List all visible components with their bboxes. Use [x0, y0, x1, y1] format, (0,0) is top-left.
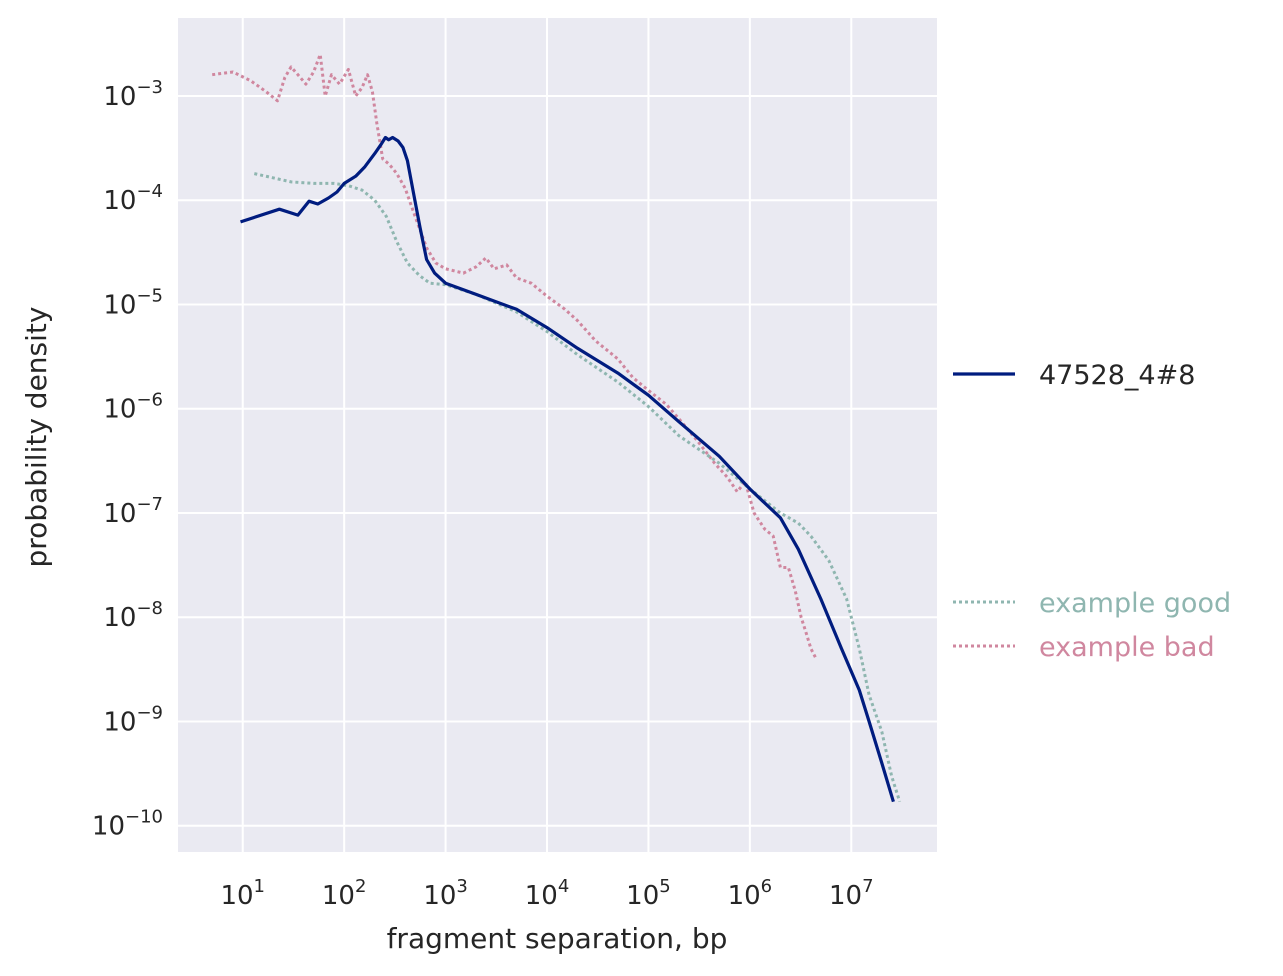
y-tick-label: 10−8	[103, 598, 163, 633]
x-tick-label: 102	[322, 876, 367, 911]
series-line-example-bad	[212, 53, 818, 660]
grid-lines	[178, 18, 937, 852]
y-axis-label: probability density	[20, 307, 53, 568]
x-tick-label: 104	[525, 876, 570, 911]
y-tick-label: 10−10	[92, 807, 163, 842]
series-line-47528-4-8	[240, 135, 895, 803]
series-layer	[212, 53, 902, 803]
series-line-example-good	[253, 172, 902, 803]
legend-label: example good	[1039, 588, 1231, 619]
x-tick-label: 107	[829, 876, 874, 911]
legend-label: example bad	[1039, 632, 1215, 663]
x-tick-label: 101	[220, 876, 265, 911]
x-tick-label: 106	[728, 876, 773, 911]
y-tick-label: 10−9	[103, 702, 163, 737]
y-tick-label: 10−6	[103, 390, 163, 425]
y-tick-label: 10−3	[103, 77, 163, 112]
y-tick-label: 10−5	[103, 285, 163, 320]
x-axis-label: fragment separation, bp	[387, 922, 728, 955]
y-tick-label: 10−7	[103, 494, 163, 529]
y-tick-label: 10−4	[103, 181, 163, 216]
legend-label: 47528_4#8	[1039, 360, 1195, 391]
x-tick-label: 105	[626, 876, 671, 911]
x-tick-label: 103	[423, 876, 468, 911]
y-axis-ticks: 10−3 10−4 10−5 10−6 10−7 10−8 10−9 10−10	[92, 77, 163, 842]
plot-area	[178, 18, 937, 852]
x-axis-ticks: 101 102 103 104 105 106 107	[220, 876, 873, 911]
